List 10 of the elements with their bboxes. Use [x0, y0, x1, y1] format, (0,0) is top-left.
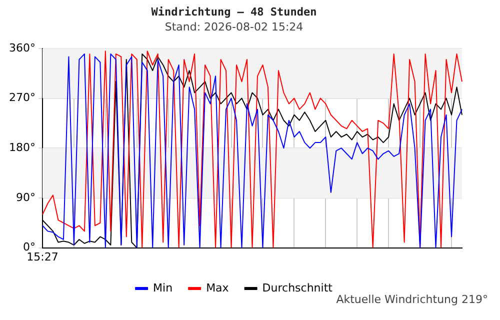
y-tick-label: 90° [16, 190, 36, 204]
y-tick-label: 360° [8, 41, 36, 54]
chart-title: Windrichtung – 48 Stunden [151, 5, 317, 18]
legend-label: Durchschnitt [262, 281, 334, 294]
y-tick-label: 180° [8, 140, 36, 154]
legend-label: Min [153, 281, 173, 294]
y-tick-label: 270° [8, 91, 36, 104]
legend-label: Max [206, 281, 230, 294]
chart-subtitle: Stand: 2026-08-02 15:24 [164, 20, 304, 34]
text: Aktuelle Windrichtung 219° [336, 293, 488, 306]
